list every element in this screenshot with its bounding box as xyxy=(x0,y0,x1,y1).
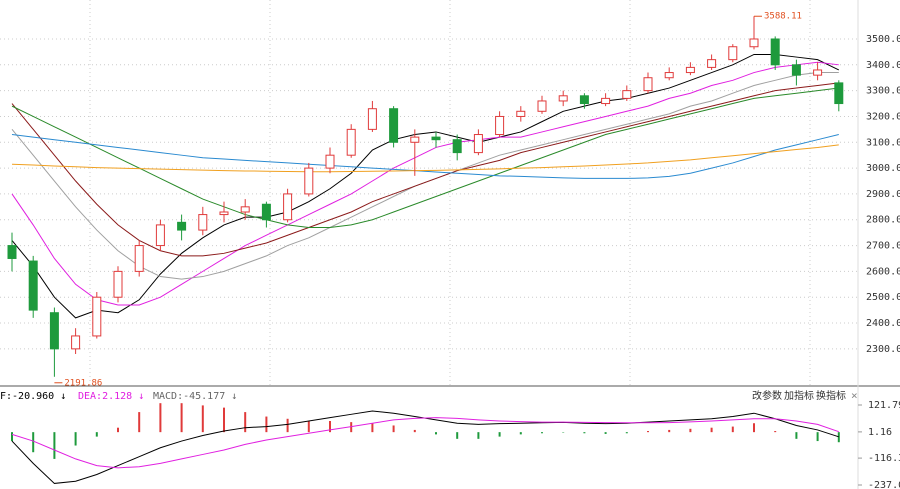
y-tick-label: -116.39 xyxy=(868,453,900,464)
y-tick-label: 2400.00 xyxy=(866,318,900,329)
candle-body xyxy=(219,211,229,216)
toolbar-button[interactable]: 加指标 xyxy=(784,389,814,402)
candle-body xyxy=(134,245,144,272)
candle-body xyxy=(28,260,38,311)
y-tick-label: 2800.00 xyxy=(866,215,900,226)
candle-body xyxy=(537,100,547,112)
candle-body xyxy=(304,167,314,195)
indicator-value: MACD:-45.177 ↓ xyxy=(153,391,237,402)
candle-body xyxy=(389,108,399,143)
y-tick-label: 3500.00 xyxy=(866,34,900,45)
candle-body xyxy=(707,59,717,68)
y-tick-label: 2300.00 xyxy=(866,344,900,355)
candle-body xyxy=(346,128,356,156)
candle-body xyxy=(579,95,589,105)
candle-body xyxy=(431,136,441,141)
candle-body xyxy=(283,193,293,221)
candle-body xyxy=(240,206,250,213)
y-tick-label: 2900.00 xyxy=(866,189,900,200)
candle-body xyxy=(410,136,420,143)
candle-body xyxy=(261,203,271,221)
candle-body xyxy=(177,221,187,231)
candle-body xyxy=(516,110,526,117)
candle-body xyxy=(643,77,653,92)
high-annotation: 3588.11 xyxy=(764,12,802,22)
candle-body xyxy=(495,115,505,136)
candle-body xyxy=(601,97,611,105)
ma-line xyxy=(11,87,839,228)
ma-line xyxy=(11,61,839,306)
y-tick-label: 1.16 xyxy=(868,427,892,438)
candle-body xyxy=(749,38,759,48)
y-tick-label: 2700.00 xyxy=(866,241,900,252)
y-tick-label: 2600.00 xyxy=(866,266,900,277)
candle-body xyxy=(473,134,483,154)
candle-body xyxy=(685,66,695,74)
plot: 3500.00 3400.00 3300.00 3200.00 3100.00 3000.… xyxy=(0,12,900,489)
candle-body xyxy=(622,90,632,99)
candle-body xyxy=(325,154,335,169)
candle-body xyxy=(155,224,165,247)
toolbar-button[interactable]: 改参数 xyxy=(752,389,782,402)
y-tick-label: 3100.00 xyxy=(866,137,900,148)
y-tick-label: 3300.00 xyxy=(866,86,900,97)
low-annotation: 2191.86 xyxy=(64,378,102,388)
indicator-value: DEA:2.128 ↓ xyxy=(78,391,144,402)
ma-line xyxy=(11,144,839,173)
candle-body xyxy=(813,69,823,76)
ma-line xyxy=(11,53,840,319)
candle-body xyxy=(664,72,674,79)
y-tick-label: 3000.00 xyxy=(866,163,900,174)
candle-body xyxy=(71,335,81,350)
y-tick-label: -237.02 xyxy=(868,480,900,489)
candle-body xyxy=(791,64,801,76)
candle-body xyxy=(728,46,738,61)
ma-line xyxy=(11,82,839,257)
y-tick-label: 2500.00 xyxy=(866,292,900,303)
candle-body xyxy=(49,312,59,350)
macd-line xyxy=(11,417,839,469)
close-button[interactable]: × xyxy=(851,389,858,402)
candle-body xyxy=(770,38,780,66)
candle-body xyxy=(92,296,102,337)
y-tick-label: 3400.00 xyxy=(866,60,900,71)
ma-line xyxy=(11,134,839,179)
candle-body xyxy=(367,108,377,130)
candle-body xyxy=(113,270,123,298)
candle-body xyxy=(452,139,462,154)
candle-body xyxy=(7,245,17,259)
y-tick-label: 3200.00 xyxy=(866,111,900,122)
candle-body xyxy=(198,214,208,231)
candle-body xyxy=(834,82,844,105)
indicator-value: F:-20.960 ↓ xyxy=(0,391,66,402)
candle-body xyxy=(558,95,568,102)
toolbar-button[interactable]: 换指标 xyxy=(816,389,846,402)
y-tick-label: 121.79 xyxy=(868,400,900,411)
